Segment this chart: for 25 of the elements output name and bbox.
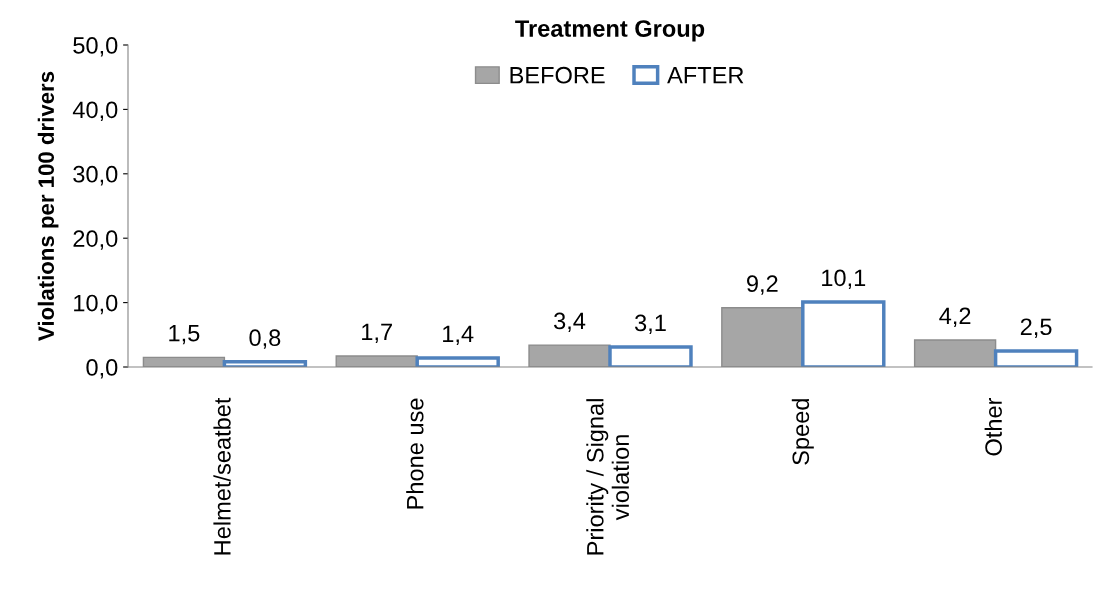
data-label: 4,2 [939, 307, 971, 327]
x-tick-label: Phone use [406, 398, 424, 509]
data-label: 1,7 [362, 323, 392, 344]
data-label: 1,5 [169, 325, 200, 345]
data-label: 3,1 [634, 314, 666, 335]
y-tick-label: 30,0 [73, 165, 118, 186]
data-label: 2,5 [1020, 318, 1052, 338]
x-tick-label: Other [984, 397, 1002, 456]
y-tick-label: 50,0 [73, 37, 118, 57]
data-label: 0,8 [249, 329, 281, 349]
x-tick-label: Priority / Signal violation [586, 399, 630, 555]
legend-label: BEFORE [510, 66, 605, 84]
y-tick-label: 0,0 [86, 359, 118, 379]
y-tick-label: 20,0 [73, 230, 118, 250]
data-label: 9,2 [747, 275, 778, 295]
x-tick-label: Helmet/seatbet [213, 397, 231, 555]
x-tick-label: Speed [791, 399, 814, 465]
legend-label: AFTER [667, 67, 744, 84]
data-label: 1,4 [443, 325, 474, 345]
data-label: 3,4 [554, 312, 586, 333]
y-tick-label: 40,0 [72, 101, 118, 121]
y-tick-label: 10,0 [74, 294, 118, 315]
chart-title: Treatment Group [515, 20, 705, 42]
y-axis-title: Violations per 100 drivers [37, 71, 59, 341]
data-label: 10,1 [822, 269, 866, 289]
